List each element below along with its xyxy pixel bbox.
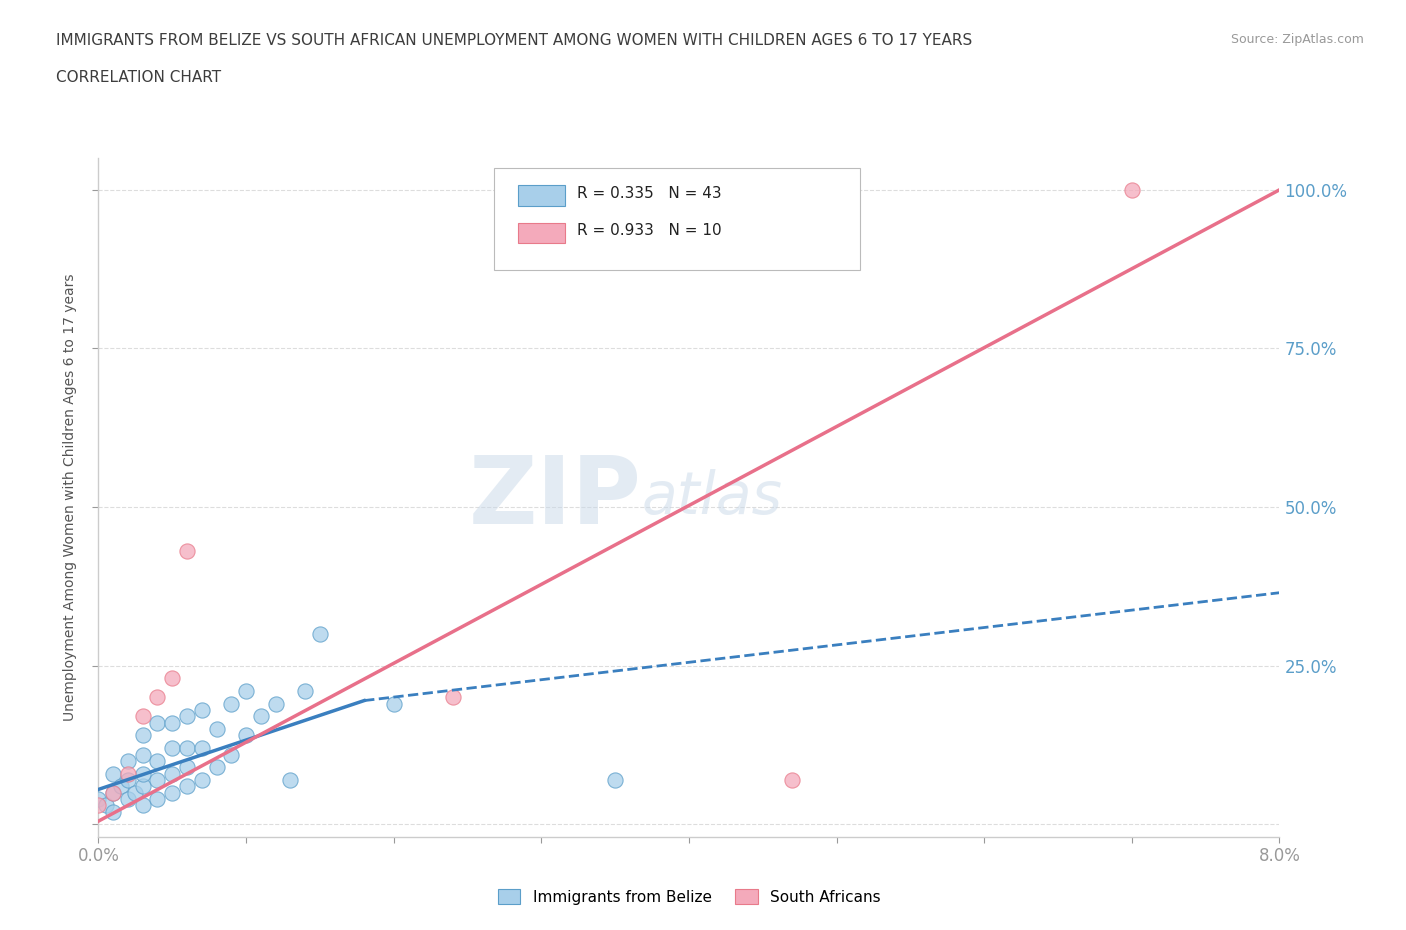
Point — [162, 766, 183, 781]
Point — [117, 791, 139, 806]
Point — [162, 715, 183, 730]
Point — [782, 773, 804, 788]
Point — [294, 684, 316, 698]
Point — [94, 798, 117, 813]
Point — [87, 791, 110, 806]
Text: R = 0.335   N = 43: R = 0.335 N = 43 — [576, 186, 721, 201]
Point — [191, 740, 214, 755]
Point — [117, 773, 139, 788]
Point — [146, 773, 169, 788]
Point — [146, 753, 169, 768]
Text: Source: ZipAtlas.com: Source: ZipAtlas.com — [1230, 33, 1364, 46]
Point — [103, 804, 125, 819]
Point — [117, 753, 139, 768]
Point — [103, 785, 125, 800]
Point — [132, 709, 155, 724]
Point — [176, 760, 198, 775]
Point — [117, 766, 139, 781]
Point — [132, 798, 155, 813]
Point — [278, 773, 302, 788]
FancyBboxPatch shape — [517, 185, 565, 206]
Text: ZIP: ZIP — [468, 452, 641, 543]
Text: atlas: atlas — [641, 469, 783, 526]
Text: CORRELATION CHART: CORRELATION CHART — [56, 70, 221, 85]
Point — [132, 747, 155, 762]
Point — [205, 760, 228, 775]
Point — [146, 715, 169, 730]
Point — [176, 740, 198, 755]
Legend: Immigrants from Belize, South Africans: Immigrants from Belize, South Africans — [492, 883, 886, 910]
FancyBboxPatch shape — [494, 168, 860, 270]
Point — [219, 697, 242, 711]
Point — [132, 778, 155, 793]
Point — [176, 544, 198, 559]
Point — [264, 697, 287, 711]
Point — [103, 785, 125, 800]
Point — [382, 697, 405, 711]
Point — [191, 773, 214, 788]
Point — [235, 684, 257, 698]
Y-axis label: Unemployment Among Women with Children Ages 6 to 17 years: Unemployment Among Women with Children A… — [63, 273, 77, 722]
Point — [146, 791, 169, 806]
Point — [605, 773, 627, 788]
Point — [146, 690, 169, 705]
Text: IMMIGRANTS FROM BELIZE VS SOUTH AFRICAN UNEMPLOYMENT AMONG WOMEN WITH CHILDREN A: IMMIGRANTS FROM BELIZE VS SOUTH AFRICAN … — [56, 33, 973, 47]
Point — [250, 709, 273, 724]
Point — [87, 798, 110, 813]
Point — [205, 722, 228, 737]
Point — [103, 766, 125, 781]
Point — [176, 709, 198, 724]
Point — [110, 778, 132, 793]
Point — [162, 785, 183, 800]
FancyBboxPatch shape — [517, 222, 565, 243]
Point — [219, 747, 242, 762]
Point — [124, 785, 146, 800]
Point — [441, 690, 464, 705]
Point — [1121, 182, 1143, 197]
Point — [132, 766, 155, 781]
Point — [176, 778, 198, 793]
Point — [162, 671, 183, 685]
Point — [191, 703, 214, 718]
Point — [132, 728, 155, 743]
Point — [235, 728, 257, 743]
Point — [308, 627, 332, 642]
Text: R = 0.933   N = 10: R = 0.933 N = 10 — [576, 223, 721, 238]
Point — [162, 740, 183, 755]
